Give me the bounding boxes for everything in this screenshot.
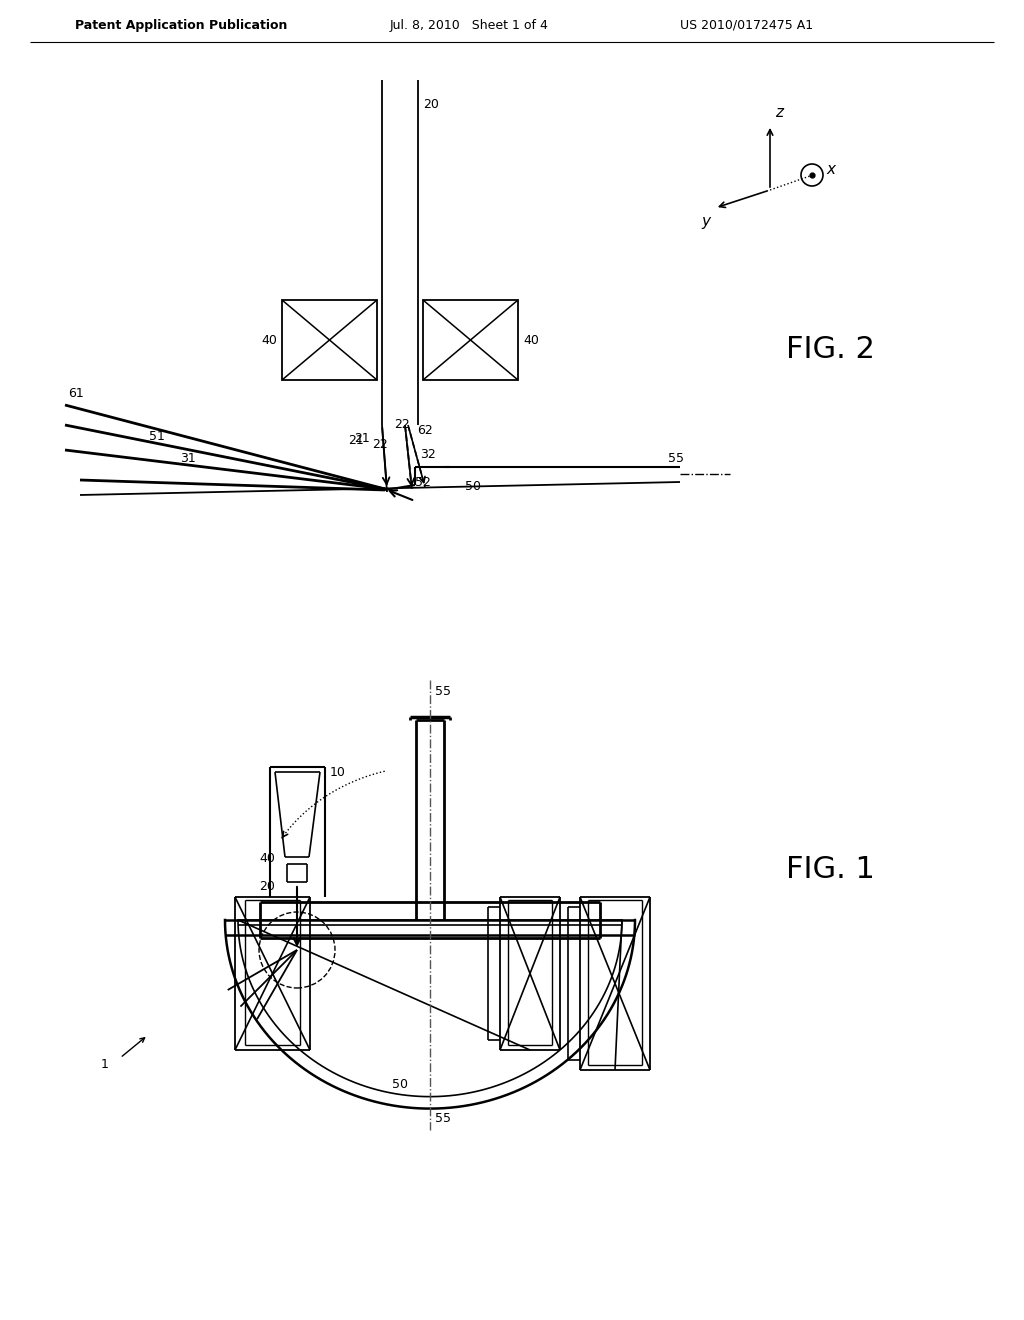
Text: 21: 21	[354, 432, 370, 445]
Text: 22: 22	[394, 418, 410, 432]
Text: 40: 40	[261, 334, 278, 346]
Text: 50: 50	[392, 1078, 408, 1092]
Text: 40: 40	[523, 334, 539, 346]
Text: FIG. 1: FIG. 1	[785, 855, 874, 884]
Text: 32: 32	[420, 449, 436, 462]
Text: 20: 20	[423, 99, 439, 111]
Text: 20: 20	[259, 880, 274, 894]
Text: 40: 40	[259, 853, 274, 866]
Text: Jul. 8, 2010   Sheet 1 of 4: Jul. 8, 2010 Sheet 1 of 4	[390, 18, 549, 32]
Text: Patent Application Publication: Patent Application Publication	[75, 18, 288, 32]
Text: 50: 50	[465, 480, 481, 494]
Text: 31: 31	[180, 451, 196, 465]
Text: 10: 10	[330, 766, 346, 779]
Text: 61: 61	[68, 387, 84, 400]
Text: FIG. 2: FIG. 2	[785, 335, 874, 364]
Text: z: z	[775, 106, 783, 120]
Text: 22: 22	[373, 438, 388, 451]
Text: 21: 21	[348, 433, 364, 446]
Text: 55: 55	[435, 1111, 451, 1125]
Text: 62: 62	[417, 424, 433, 437]
Text: 55: 55	[668, 453, 684, 466]
Text: 1: 1	[101, 1059, 109, 1072]
Text: 51: 51	[150, 430, 165, 444]
Bar	[423, 300, 518, 380]
Text: 52: 52	[415, 475, 431, 488]
Text: 55: 55	[435, 685, 451, 698]
Text: y: y	[701, 214, 710, 228]
Text: US 2010/0172475 A1: US 2010/0172475 A1	[680, 18, 813, 32]
Bar	[282, 300, 377, 380]
Text: x: x	[826, 162, 835, 177]
